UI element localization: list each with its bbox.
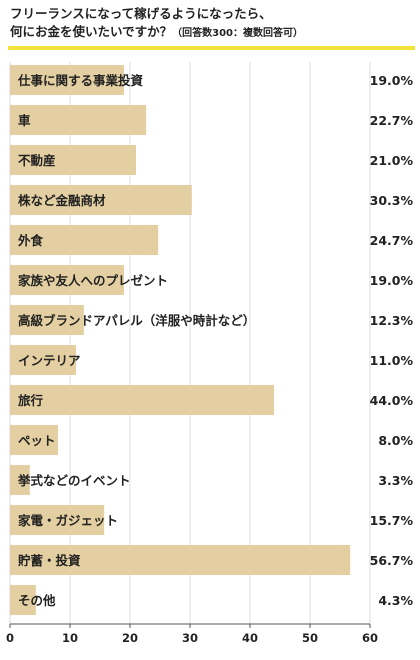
category-label-0: 仕事に関する事業投資 xyxy=(17,73,144,88)
value-label-6: 12.3% xyxy=(370,313,414,328)
bar-11 xyxy=(10,505,105,535)
category-label-4: 外食 xyxy=(17,233,44,248)
title-line-1: フリーランスになって稼げるようになったら、 xyxy=(10,6,272,21)
bar-0 xyxy=(10,65,124,95)
bar-3 xyxy=(10,185,192,215)
category-label-2: 不動産 xyxy=(18,153,56,168)
bar-2 xyxy=(10,145,136,175)
category-label-7: インテリア xyxy=(18,353,81,368)
value-label-8: 44.0% xyxy=(370,393,414,408)
category-label-13: その他 xyxy=(18,593,56,608)
category-label-12: 貯蓄・投資 xyxy=(18,553,81,568)
title-note: （回答数300：複数回答可） xyxy=(172,28,304,39)
value-label-5: 19.0% xyxy=(370,273,414,288)
category-label-6: 高級ブランドアパレル（洋服や時計など） xyxy=(18,313,255,328)
bar-4 xyxy=(10,225,159,255)
title-line-2: 何にお金を使いたいですか？（回答数300：複数回答可） xyxy=(10,23,415,43)
category-label-8: 旅行 xyxy=(17,393,44,408)
value-label-3: 30.3% xyxy=(370,193,414,208)
bar-13 xyxy=(10,585,36,615)
bar-10 xyxy=(10,465,30,495)
x-tick-label-0: 0 xyxy=(6,631,14,645)
x-tick-label-6: 60 xyxy=(362,631,378,645)
bar-5 xyxy=(10,265,124,295)
bar-8 xyxy=(10,385,274,415)
value-label-7: 11.0% xyxy=(370,353,414,368)
title-underline xyxy=(8,46,415,50)
title-question: 何にお金を使いたいですか？ xyxy=(10,24,173,39)
x-tick-label-1: 10 xyxy=(62,631,78,645)
bar-9 xyxy=(10,425,58,455)
category-label-1: 車 xyxy=(18,113,31,128)
category-label-3: 株など金融商材 xyxy=(18,193,106,208)
x-tick-label-4: 40 xyxy=(242,631,258,645)
bar-7 xyxy=(10,345,76,375)
chart-title: フリーランスになって稼げるようになったら、 何にお金を使いたいですか？（回答数3… xyxy=(10,5,415,43)
x-tick-label-5: 50 xyxy=(302,631,318,645)
category-label-9: ペット xyxy=(18,433,56,448)
value-label-2: 21.0% xyxy=(370,153,414,168)
bar-1 xyxy=(10,105,147,135)
value-label-11: 15.7% xyxy=(370,513,414,528)
value-label-1: 22.7% xyxy=(370,113,414,128)
value-label-4: 24.7% xyxy=(370,233,414,248)
value-label-0: 19.0% xyxy=(370,73,414,88)
value-label-10: 3.3% xyxy=(378,473,413,488)
category-label-11: 家電・ガジェット xyxy=(18,513,118,528)
value-label-12: 56.7% xyxy=(370,553,414,568)
bar-6 xyxy=(10,305,84,335)
category-label-5: 家族や友人へのプレゼント xyxy=(18,273,168,288)
x-tick-label-2: 20 xyxy=(122,631,138,645)
value-label-9: 8.0% xyxy=(378,433,413,448)
bar-12 xyxy=(10,545,351,575)
value-label-13: 4.3% xyxy=(378,593,413,608)
x-tick-label-3: 30 xyxy=(182,631,198,645)
category-label-10: 挙式などのイベント xyxy=(17,473,131,488)
